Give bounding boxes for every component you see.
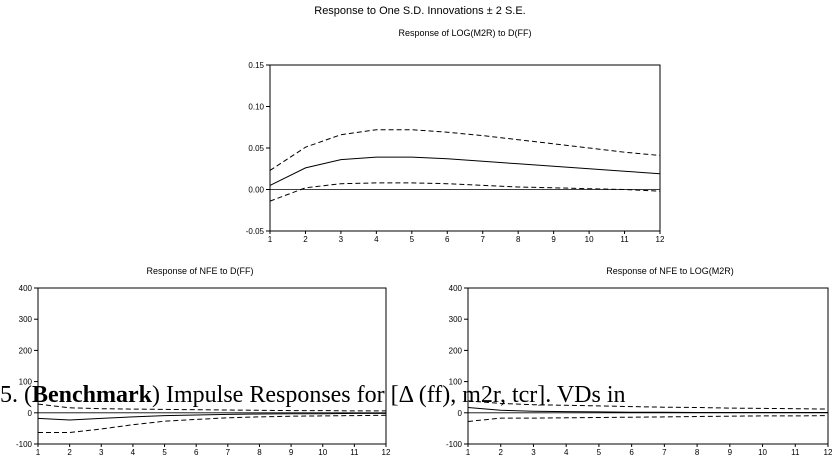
x-tick-label: 6 <box>194 448 199 457</box>
y-tick-label: 0 <box>458 409 463 418</box>
x-tick-label: 2 <box>303 235 308 243</box>
y-tick-label: 300 <box>449 315 463 324</box>
x-tick-label: 3 <box>339 235 344 243</box>
chart-title-m2r-ff: Response of LOG(M2R) to D(FF) <box>398 28 532 38</box>
x-tick-label: 8 <box>257 448 262 457</box>
x-tick-label: 3 <box>531 448 536 457</box>
x-tick-label: 4 <box>374 235 379 243</box>
x-tick-label: 9 <box>289 448 294 457</box>
y-tick-label: 0.05 <box>248 144 264 153</box>
y-tick-label: -100 <box>446 440 463 449</box>
plot-frame <box>37 287 387 445</box>
x-tick-label: 6 <box>629 448 634 457</box>
y-tick-label: 300 <box>19 315 33 324</box>
chart-response-m2r-to-ff: -0.050.000.050.100.151 2 3 4 5 6 7 8 9 10 11 12 <box>246 61 665 243</box>
caption-bold-word: Benchmark <box>32 382 152 408</box>
y-tick-label: -100 <box>16 440 33 449</box>
x-tick-label: 11 <box>791 448 800 457</box>
x-tick-label: 12 <box>656 235 665 243</box>
y-tick-label: 200 <box>19 346 33 355</box>
x-tick-label: 10 <box>758 448 767 457</box>
y-tick-label: 0.10 <box>248 103 264 112</box>
x-tick-label: 9 <box>728 448 733 457</box>
x-tick-label: 2 <box>67 448 72 457</box>
x-tick-label: 10 <box>318 448 327 457</box>
x-tick-label: 7 <box>662 448 667 457</box>
lower-band-line <box>467 415 829 422</box>
lower-band-line <box>38 414 387 433</box>
x-tick-label: 9 <box>551 235 556 243</box>
x-tick-label: 4 <box>131 448 136 457</box>
y-tick-label: -0.05 <box>246 227 265 236</box>
y-tick-label: 0.15 <box>248 61 264 70</box>
x-tick-label: 11 <box>620 235 629 243</box>
x-tick-label: 1 <box>36 448 41 457</box>
x-tick-label: 12 <box>824 448 833 457</box>
x-tick-label: 1 <box>466 448 471 457</box>
x-tick-label: 4 <box>564 448 569 457</box>
caption-text: ) Impulse Responses for [Δ (ff), m2r, tc… <box>152 382 626 408</box>
y-tick-label: 200 <box>449 346 463 355</box>
y-tick-label: 100 <box>449 378 463 387</box>
response-line <box>467 407 828 413</box>
upper-band-line <box>37 403 386 412</box>
x-tick-label: 2 <box>499 448 504 457</box>
x-tick-label: 5 <box>597 448 602 457</box>
plot-frame <box>467 287 829 445</box>
x-tick-label: 8 <box>516 235 521 243</box>
response-line <box>269 156 661 186</box>
x-tick-label: 5 <box>162 448 167 457</box>
plot-frame <box>269 64 661 232</box>
x-tick-label: 3 <box>99 448 104 457</box>
x-tick-label: 12 <box>382 448 391 457</box>
upper-band-line <box>269 129 661 171</box>
lower-band-line <box>269 182 661 202</box>
y-tick-label: 0.00 <box>248 186 264 195</box>
chart-title-nfe-m2r: Response of NFE to LOG(M2R) <box>606 266 734 276</box>
x-tick-label: 8 <box>695 448 700 457</box>
y-tick-label: 0 <box>28 409 33 418</box>
upper-band-line <box>467 400 829 410</box>
y-tick-label: 100 <box>19 378 33 387</box>
response-line <box>37 412 386 421</box>
main-title: Response to One S.D. Innovations ± 2 S.E… <box>314 5 526 17</box>
x-tick-label: 5 <box>410 235 415 243</box>
x-tick-label: 10 <box>585 235 594 243</box>
x-tick-label: 1 <box>268 235 273 243</box>
y-tick-label: 400 <box>449 284 463 293</box>
x-tick-label: 6 <box>445 235 450 243</box>
caption-number: 5. ( <box>0 382 32 408</box>
x-tick-label: 7 <box>226 448 231 457</box>
chart-title-nfe-ff: Response of NFE to D(FF) <box>146 266 254 276</box>
x-tick-label: 11 <box>350 448 359 457</box>
x-tick-label: 7 <box>481 235 486 243</box>
figure-caption: 5. (Benchmark) Impulse Responses for [Δ … <box>0 382 626 409</box>
y-tick-label: 400 <box>19 284 33 293</box>
